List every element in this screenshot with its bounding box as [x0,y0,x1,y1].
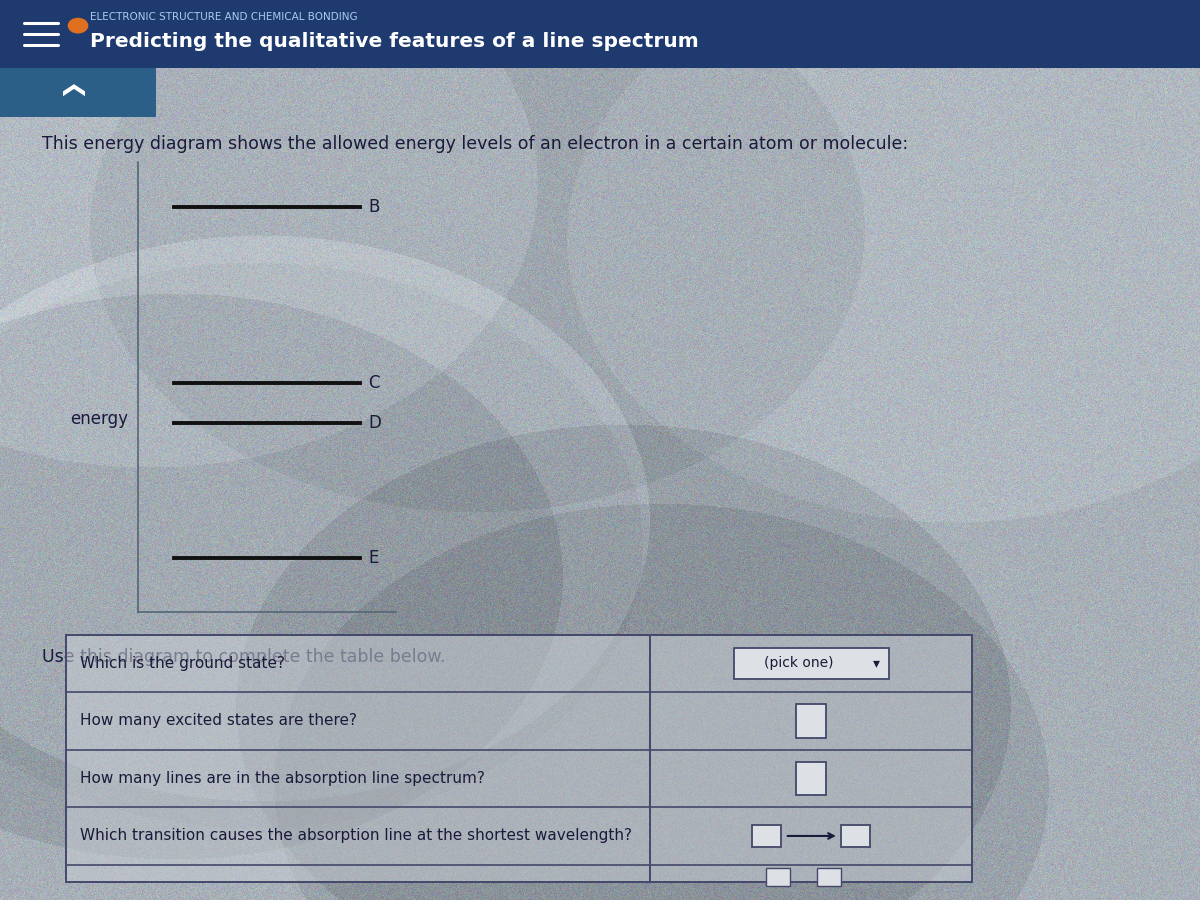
Text: How many lines are in the absorption line spectrum?: How many lines are in the absorption lin… [80,771,485,786]
Text: E: E [368,549,379,567]
Bar [817,868,841,886]
Text: This energy diagram shows the allowed energy levels of an electron in a certain : This energy diagram shows the allowed en… [42,135,908,153]
Circle shape [68,18,88,32]
Bar [796,761,826,796]
Bar [0,0,1200,68]
Text: Predicting the qualitative features of a line spectrum: Predicting the qualitative features of a… [90,32,698,51]
Text: Use this diagram to complete the table below.: Use this diagram to complete the table b… [42,648,445,666]
Bar [66,634,972,882]
Bar [752,825,781,847]
Text: Which is the ground state?: Which is the ground state? [80,656,286,670]
Text: B: B [368,198,379,216]
Text: ❮: ❮ [59,83,82,102]
Bar [0,68,156,117]
Bar [766,868,790,886]
Text: D: D [368,414,382,432]
Text: (pick one): (pick one) [764,656,834,670]
Text: Which transition causes the absorption line at the shortest wavelength?: Which transition causes the absorption l… [80,829,632,843]
Bar [796,704,826,738]
Bar [66,634,972,882]
Text: C: C [368,374,380,392]
Text: energy: energy [71,410,128,427]
Text: ELECTRONIC STRUCTURE AND CHEMICAL BONDING: ELECTRONIC STRUCTURE AND CHEMICAL BONDIN… [90,12,358,22]
FancyBboxPatch shape [733,648,888,679]
Text: ▾: ▾ [874,656,880,670]
Bar [841,825,870,847]
Text: How many excited states are there?: How many excited states are there? [80,714,358,728]
